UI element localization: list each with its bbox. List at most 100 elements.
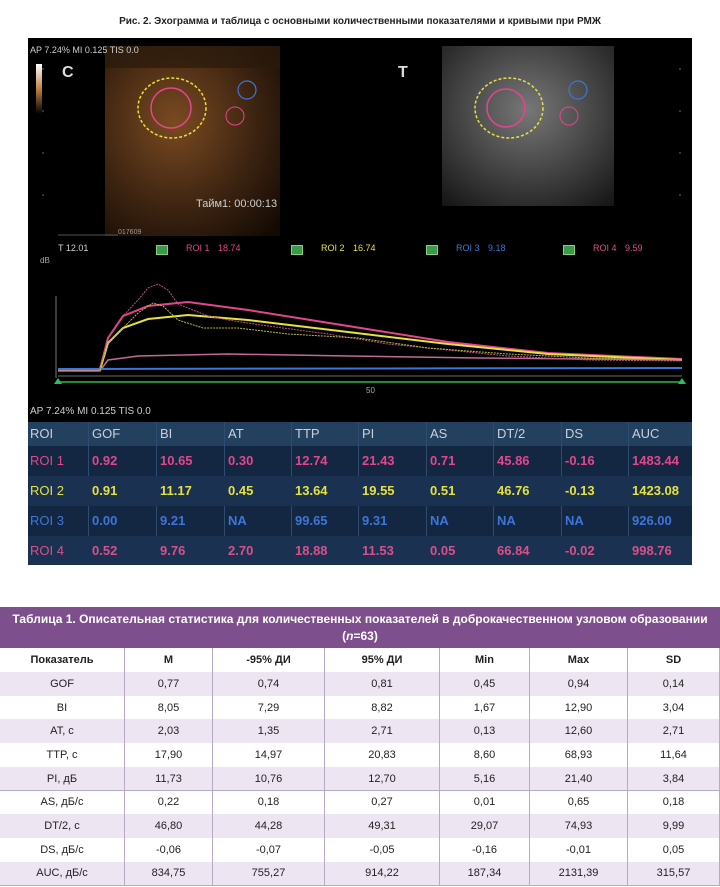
table-cell: 755,27 bbox=[213, 861, 325, 886]
table-cell: 0,27 bbox=[325, 790, 440, 815]
table-cell: 8,60 bbox=[440, 743, 530, 767]
table-cell: 17,90 bbox=[125, 743, 213, 767]
table-row: TTP, с 17,90 14,97 20,83 8,60 68,93 11,64 bbox=[0, 743, 720, 768]
roi-cell: 0.92 bbox=[92, 453, 118, 468]
roi-cell: 926.00 bbox=[632, 513, 672, 528]
table-row: DT/2, с 46,80 44,28 49,31 29,07 74,93 9,99 bbox=[0, 814, 720, 839]
roi-cell: 18.88 bbox=[295, 543, 328, 558]
table-cell: 2,71 bbox=[628, 719, 720, 744]
legend-label: ROI 1 bbox=[186, 243, 210, 253]
legend-value: 18.74 bbox=[218, 243, 241, 253]
table-cell: 8,82 bbox=[325, 695, 440, 720]
table-cell: 3,04 bbox=[628, 695, 720, 720]
table-row: AT, с 2,03 1,35 2,71 0,13 12,60 2,71 bbox=[0, 719, 720, 745]
legend-value: 16.74 bbox=[353, 243, 376, 253]
y-unit: dB bbox=[40, 256, 50, 265]
table-cell: 1,35 bbox=[213, 719, 325, 744]
legend-check bbox=[156, 245, 168, 255]
title-n: n bbox=[346, 629, 354, 643]
legend-label: ROI 2 bbox=[321, 243, 345, 253]
table-row: AS, дБ/с 0,22 0,18 0,27 0,01 0,65 0,18 bbox=[0, 790, 720, 816]
table-cell: 0,22 bbox=[125, 790, 213, 815]
roi-cell: 0.91 bbox=[92, 483, 118, 498]
t-value: T 12.01 bbox=[58, 243, 89, 253]
roi-cell: 46.76 bbox=[497, 483, 530, 498]
roi-cell: 66.84 bbox=[497, 543, 530, 558]
roi-cell: 10.65 bbox=[160, 453, 193, 468]
header-text: AP 7.24% MI 0.125 TIS 0.0 bbox=[30, 45, 139, 55]
timer: Тайм1: 00:00:13 bbox=[196, 198, 278, 210]
table-cell: PI, дБ bbox=[0, 766, 125, 791]
table-cell: 0,18 bbox=[628, 790, 720, 815]
table-cell: 12,70 bbox=[325, 766, 440, 791]
column-header: Показатель bbox=[0, 648, 125, 672]
column-header: Max bbox=[530, 648, 628, 672]
table-cell: 11,73 bbox=[125, 766, 213, 791]
header-row-bg bbox=[28, 422, 692, 446]
roi-cell: 11.53 bbox=[362, 543, 394, 558]
roi-cell: 11.17 bbox=[160, 483, 192, 498]
ultrasound-graphics bbox=[36, 46, 686, 384]
column-header: AT bbox=[228, 426, 244, 441]
roi-cell: 99.65 bbox=[295, 513, 328, 528]
roi-table: ROI GOF BI AT TTP PI AS DT/2 DS AUC ROI 1 0.92 10.65… bbox=[28, 422, 692, 565]
table-cell: 0,77 bbox=[125, 672, 213, 696]
left-label: C bbox=[62, 64, 74, 81]
table-cell: -0,07 bbox=[213, 837, 325, 862]
ultrasound-figure: AP 7.24% MI 0.125 TIS 0.0 C T Тайм1: 00:… bbox=[28, 38, 692, 565]
table-cell: 74,93 bbox=[530, 814, 628, 838]
table-cell: 44,28 bbox=[213, 814, 325, 838]
table-cell: TTP, с bbox=[0, 743, 125, 767]
roi-cell: NA bbox=[430, 513, 449, 528]
roi-cell: 0.30 bbox=[228, 453, 254, 468]
table-cell: AUC, дБ/с bbox=[0, 861, 125, 886]
table-cell: 10,76 bbox=[213, 766, 325, 791]
column-header: Min bbox=[440, 648, 530, 672]
roi-cell: -0.16 bbox=[565, 453, 595, 468]
row-bg bbox=[28, 536, 692, 565]
footer-text: AP 7.24% MI 0.125 TIS 0.0 bbox=[30, 406, 151, 417]
table-cell: 0,45 bbox=[440, 672, 530, 696]
roi-cell: 21.43 bbox=[362, 453, 395, 468]
roi-cell: ROI 4 bbox=[30, 543, 64, 558]
color-bar bbox=[36, 64, 42, 114]
table-row: GOF 0,77 0,74 0,81 0,45 0,94 0,14 bbox=[0, 672, 720, 697]
roi-cell: 0.52 bbox=[92, 543, 118, 558]
table-cell: 0,13 bbox=[440, 719, 530, 744]
statistics-table: Таблица 1. Описательная статистика для к… bbox=[0, 607, 720, 887]
x-tick: 50 bbox=[366, 386, 375, 395]
table-cell: 7,29 bbox=[213, 695, 325, 720]
roi-cell: 0.00 bbox=[92, 513, 118, 528]
table-title: Таблица 1. Описательная статистика для к… bbox=[0, 607, 720, 648]
roi-cell: NA bbox=[497, 513, 516, 528]
table-cell: 1,67 bbox=[440, 695, 530, 720]
table-cell: 0,01 bbox=[440, 790, 530, 815]
table-cell: -0,06 bbox=[125, 837, 213, 862]
column-header: DT/2 bbox=[497, 426, 526, 441]
legend-value: 9.18 bbox=[488, 243, 506, 253]
roi-cell: NA bbox=[228, 513, 247, 528]
column-header: DS bbox=[565, 426, 584, 441]
table-cell: 14,97 bbox=[213, 743, 325, 767]
table-row: DS, дБ/с -0,06 -0,07 -0,05 -0,16 -0,01 0,05 bbox=[0, 837, 720, 863]
column-header: ROI bbox=[30, 426, 54, 441]
table-cell: 0,81 bbox=[325, 672, 440, 696]
roi-cell: 9.31 bbox=[362, 513, 388, 528]
legend-check bbox=[291, 245, 303, 255]
column-header: BI bbox=[160, 426, 173, 441]
table-cell: 2,03 bbox=[125, 719, 213, 744]
caption: Рис. 2. Эхограмма и таблица с основными … bbox=[119, 16, 601, 27]
column-header: GOF bbox=[92, 426, 121, 441]
table-cell: -0,05 bbox=[325, 837, 440, 862]
column-header: AUC bbox=[632, 426, 660, 441]
right-label: T bbox=[398, 64, 408, 81]
roi-cell: NA bbox=[565, 513, 584, 528]
table-row: AUC, дБ/с 834,75 755,27 914,22 187,34 2131,39… bbox=[0, 861, 720, 887]
legend-check bbox=[426, 245, 438, 255]
table-cell: 834,75 bbox=[125, 861, 213, 886]
table-cell: 0,14 bbox=[628, 672, 720, 696]
column-header: 95% ДИ bbox=[325, 648, 440, 672]
roi-cell: 45.86 bbox=[497, 453, 530, 468]
roi-cell: 0.71 bbox=[430, 453, 456, 468]
table-cell: BI bbox=[0, 695, 125, 720]
